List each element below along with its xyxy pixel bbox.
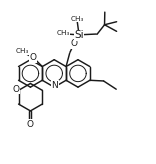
Text: O: O — [30, 53, 37, 62]
Text: CH₃: CH₃ — [57, 30, 70, 36]
Text: CH₃: CH₃ — [16, 48, 29, 54]
Text: O: O — [12, 85, 20, 94]
Text: O: O — [27, 120, 34, 129]
Text: CH₃: CH₃ — [70, 16, 84, 22]
Text: Si: Si — [74, 30, 84, 40]
Text: O: O — [71, 40, 78, 49]
Text: N: N — [52, 81, 58, 90]
